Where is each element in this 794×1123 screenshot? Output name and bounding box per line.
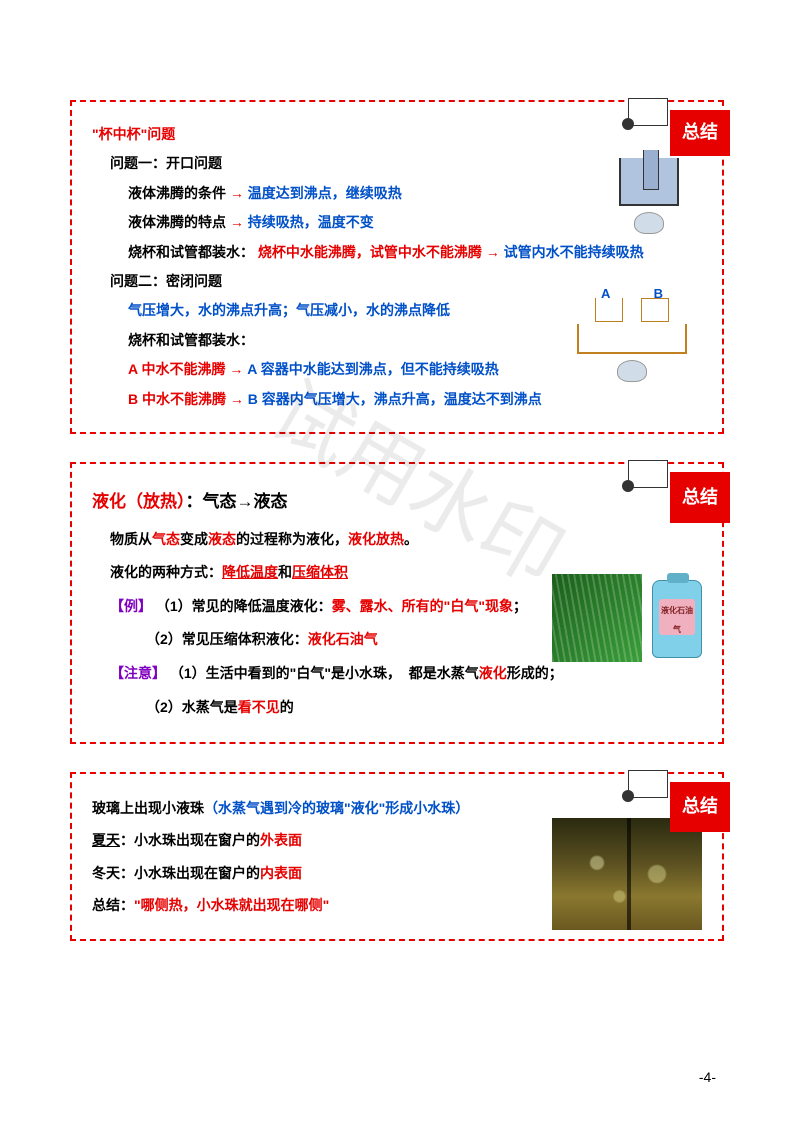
arrow-icon: → <box>229 361 247 377</box>
label: 【例】 <box>110 598 152 614</box>
text: 雾、露水、所有的"白气"现象 <box>332 598 513 614</box>
text: 持续吸热，温度不变 <box>248 214 374 230</box>
page-number: -4- <box>699 1069 716 1085</box>
text: （2）常见压缩体积液化： <box>146 631 308 647</box>
text: 物质从 <box>110 531 152 547</box>
text: 的过程称为液化， <box>236 531 348 547</box>
text: 气态 <box>152 531 180 547</box>
summary-badge: 总结 <box>670 472 730 523</box>
summary-box-2: 总结 液化石油气 液化（放热）：气态→液态 物质从气态变成液态的过程称为液化，液… <box>70 462 724 744</box>
text: 内表面 <box>260 865 302 881</box>
beaker-tube-diagram <box>614 158 684 258</box>
arrow-icon: → <box>230 185 248 201</box>
tub-diagram: A B <box>572 280 692 390</box>
text: 液体沸腾的条件 <box>128 185 226 201</box>
text: 和 <box>278 564 292 580</box>
line-1: 物质从气态变成液态的过程称为液化，液化放热。 <box>110 523 706 557</box>
arrow-icon: → <box>230 214 248 230</box>
text: 液体沸腾的特点 <box>128 214 226 230</box>
text: "哪侧热，小水珠就出现在哪侧" <box>134 897 329 913</box>
text: 温度达到沸点，继续吸热 <box>248 185 402 201</box>
text: （水蒸气遇到冷的玻璃"液化"形成小水珠） <box>204 800 469 816</box>
text: （2）水蒸气是 <box>146 699 238 715</box>
text: 变成 <box>180 531 208 547</box>
note-1: 【注意】 （1）生活中看到的"白气"是小水珠， 都是水蒸气液化形成的； <box>110 657 706 691</box>
text: （1）生活中看到的"白气"是小水珠， <box>170 665 401 681</box>
text: 液化石油气 <box>308 631 378 647</box>
text: 都是水蒸气 <box>409 665 479 681</box>
box2-title: 液化（放热）：气态→液态 <box>92 482 706 523</box>
text: 液化放热 <box>348 531 404 547</box>
text: A 中水不能沸腾 <box>128 361 225 377</box>
text: 液化的两种方式： <box>110 564 222 580</box>
text: 看不见 <box>238 699 280 715</box>
label: 【注意】 <box>110 665 166 681</box>
text: 外表面 <box>260 832 302 848</box>
note-2: （2）水蒸气是看不见的 <box>146 691 706 725</box>
text: 冬天：小水珠出现在窗户的 <box>92 865 260 881</box>
summary-box-3: 总结 玻璃上出现小液珠（水蒸气遇到冷的玻璃"液化"形成小水珠） 夏天：小水珠出现… <box>70 772 724 941</box>
text: 液化（放热） <box>92 492 186 511</box>
teacher-icon <box>618 460 672 500</box>
text: 。 <box>404 531 418 547</box>
text: 压缩体积 <box>292 564 348 580</box>
tank-label: 液化石油气 <box>659 599 695 635</box>
text: A 容器中水能达到沸点，但不能持续吸热 <box>247 361 498 377</box>
text: ； <box>513 598 527 614</box>
text: 夏天 <box>92 832 120 848</box>
text: B 容器内气压增大，沸点升高，温度达不到沸点 <box>248 391 542 407</box>
summary-badge: 总结 <box>670 110 730 156</box>
grass-tank-image: 液化石油气 <box>552 574 702 662</box>
text: 烧杯中水能沸腾，试管中水不能沸腾 <box>258 244 482 260</box>
summary-badge: 总结 <box>670 782 730 831</box>
box1-title: "杯中杯"问题 <box>92 120 706 149</box>
text: 烧杯和试管都装水： <box>128 244 254 260</box>
text: （1）常见的降低温度液化： <box>156 598 332 614</box>
text: 玻璃上出现小液珠 <box>92 800 204 816</box>
text: ：小水珠出现在窗户的 <box>120 832 260 848</box>
window-condensation-image <box>552 818 702 930</box>
arrow-icon: → <box>230 391 248 407</box>
text: 的 <box>280 699 294 715</box>
summary-box-1: 总结 A B "杯中杯"问题 问题一：开口问题 液体沸腾的条件 → 温度达到沸点… <box>70 100 724 434</box>
text: B 中水不能沸腾 <box>128 391 226 407</box>
teacher-icon <box>618 770 672 810</box>
text: ：气态→液态 <box>186 492 288 511</box>
text: 液化 <box>479 665 507 681</box>
teacher-icon <box>618 98 672 138</box>
text: 降低温度 <box>222 564 278 580</box>
arrow-icon: → <box>486 244 504 260</box>
text: 液态 <box>208 531 236 547</box>
text: 总结： <box>92 897 134 913</box>
text: 形成的； <box>507 665 563 681</box>
